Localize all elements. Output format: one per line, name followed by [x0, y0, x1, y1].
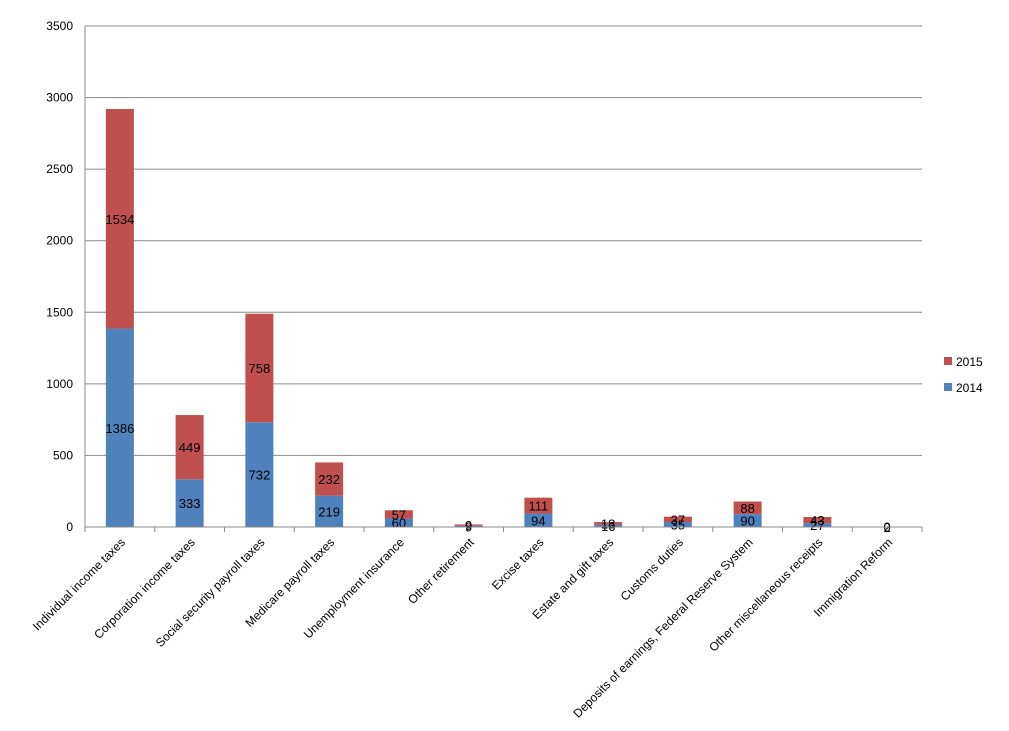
data-label-2014: 94: [531, 513, 545, 528]
bar-2014: [663, 521, 692, 527]
data-label-2014: 333: [179, 496, 201, 511]
y-tick-label: 2000: [46, 234, 73, 248]
bar-2015: [315, 462, 344, 496]
bar-2015: [245, 313, 274, 423]
bar-2015: [105, 109, 134, 329]
bar-2015: [594, 522, 623, 525]
data-label-2015: 449: [179, 440, 201, 455]
data-label-2014: 732: [249, 468, 271, 483]
data-label-2015: 43: [810, 513, 824, 528]
data-label-2015: 37: [671, 512, 685, 527]
legend: 2015 2014: [944, 355, 983, 395]
bar-2014: [175, 479, 204, 527]
x-category-label: Other miscellaneous receipts: [706, 535, 825, 654]
bar-2014: [454, 525, 483, 527]
y-tick-label: 3500: [46, 19, 73, 33]
data-label-2014: 27: [810, 518, 824, 533]
data-label-2015: 232: [318, 472, 340, 487]
legend-label-2015: 2015: [956, 355, 983, 369]
gridlines: [85, 25, 922, 528]
data-label-2014: 1386: [105, 421, 134, 436]
bar-2014: [524, 513, 553, 527]
bar-2015: [454, 524, 483, 526]
bar-2015: [175, 415, 204, 480]
bar-2014: [315, 495, 344, 527]
y-tick-label: 1000: [46, 377, 73, 391]
data-label-2015: 18: [601, 516, 615, 531]
y-tick-label: 1500: [46, 305, 73, 319]
y-tick-label: 0: [66, 520, 73, 534]
data-label-2015: 9: [465, 518, 472, 533]
y-axis: 0 500 1000 1500 2000 2500 3000 3500: [46, 19, 86, 534]
bar-2014: [733, 514, 762, 527]
x-category-label: Customs duties: [618, 535, 686, 603]
y-tick-label: 500: [53, 448, 73, 462]
bar-2014: [384, 518, 413, 527]
y-tick-label: 2500: [46, 162, 73, 176]
x-category-label: Other retirement: [405, 535, 477, 607]
data-label-2014: 35: [671, 517, 685, 532]
legend-label-2014: 2014: [956, 381, 983, 395]
bar-2015: [803, 516, 832, 524]
bar-2014: [105, 328, 134, 527]
data-label-2015: 57: [392, 507, 406, 522]
x-category-label: Immigration Reform: [811, 535, 895, 619]
data-label-2014: 16: [601, 519, 615, 534]
legend-swatch-2015: [944, 357, 952, 365]
bar-2014: [803, 523, 832, 527]
bars: [105, 109, 902, 527]
legend-swatch-2014: [944, 383, 952, 391]
x-category-label: Excise taxes: [489, 535, 547, 593]
data-label-2015: 758: [249, 361, 271, 376]
data-label-2015: 1534: [105, 212, 134, 227]
data-label-2014: 90: [740, 514, 754, 529]
bar-2015: [384, 510, 413, 519]
bar-2015: [663, 516, 692, 522]
bar-2015: [733, 501, 762, 515]
y-tick-label: 3000: [46, 91, 73, 105]
data-label-2015: 88: [740, 501, 754, 516]
bar-2014: [594, 524, 623, 527]
bar-2015: [524, 497, 553, 514]
data-label-2014: 219: [318, 504, 340, 519]
data-label-2015: 111: [528, 499, 548, 514]
bar-2014: [245, 422, 274, 527]
